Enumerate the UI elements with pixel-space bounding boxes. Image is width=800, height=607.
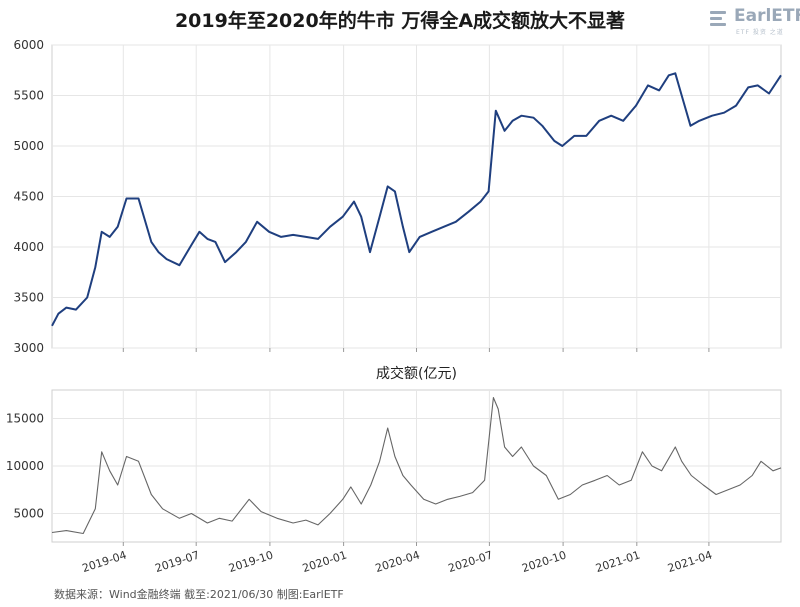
y-tick-label: 5500 bbox=[13, 89, 44, 103]
y-tick-label: 3500 bbox=[13, 291, 44, 305]
logo-mark-icon bbox=[708, 8, 732, 28]
y-tick-label: 4500 bbox=[13, 190, 44, 204]
x-tick-label: 2019-07 bbox=[153, 548, 201, 575]
logo-subtext: ETF 投资 之道 bbox=[736, 29, 784, 36]
y-tick-label: 4000 bbox=[13, 240, 44, 254]
x-tick-label: 2021-04 bbox=[666, 548, 714, 575]
y-tick-label: 5000 bbox=[13, 507, 44, 521]
x-tick-label: 2020-01 bbox=[301, 548, 349, 575]
logo-text: EarlETF bbox=[734, 6, 800, 26]
x-tick-label: 2021-01 bbox=[594, 548, 642, 575]
source-note: 数据来源：Wind金融终端 截至:2021/06/30 制图:EarlETF bbox=[54, 588, 344, 601]
volume-panel-title: 成交额(亿元) bbox=[376, 365, 457, 382]
y-tick-label: 6000 bbox=[13, 38, 44, 52]
earletf-logo: EarlETF ETF 投资 之道 bbox=[708, 6, 800, 36]
x-tick-label: 2020-10 bbox=[520, 548, 568, 575]
y-tick-label: 5000 bbox=[13, 139, 44, 153]
series-line-1 bbox=[51, 397, 782, 535]
x-tick-label: 2020-07 bbox=[447, 548, 495, 575]
y-tick-label: 15000 bbox=[6, 412, 44, 426]
y-tick-label: 10000 bbox=[6, 459, 44, 473]
x-tick-label: 2019-04 bbox=[80, 548, 128, 575]
chart-title: 2019年至2020年的牛市 万得全A成交额放大不显著 bbox=[174, 10, 626, 32]
x-tick-label: 2019-10 bbox=[227, 548, 275, 575]
x-tick-label: 2020-04 bbox=[374, 548, 422, 575]
y-tick-label: 3000 bbox=[13, 341, 44, 355]
series-line-0 bbox=[51, 72, 782, 327]
